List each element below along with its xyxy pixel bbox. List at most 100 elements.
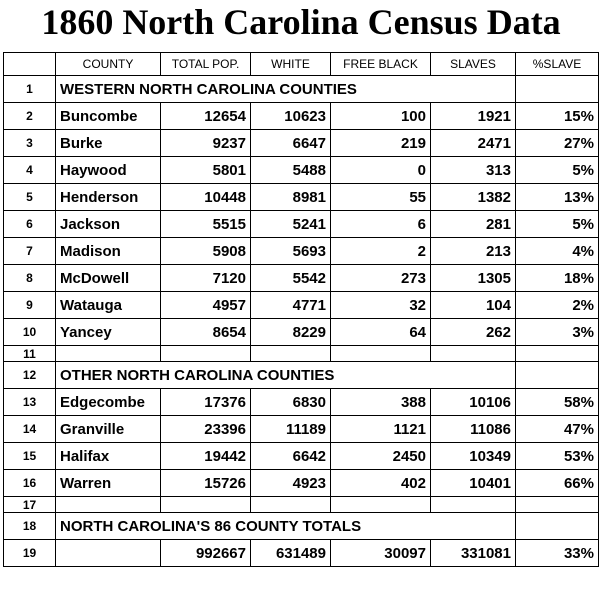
- county: Granville: [55, 415, 161, 443]
- cell: [515, 345, 599, 362]
- table-row: 18 NORTH CAROLINA'S 86 COUNTY TOTALS: [3, 512, 599, 540]
- value-cell: 262: [430, 318, 516, 346]
- table-row: 12 OTHER NORTH CAROLINA COUNTIES: [3, 361, 599, 389]
- section-heading: WESTERN NORTH CAROLINA COUNTIES: [55, 75, 516, 103]
- value-cell: 2450: [330, 442, 431, 470]
- table-row: 7 Madison 5908 5693 2 213 4%: [3, 237, 599, 265]
- value-cell: 8981: [250, 183, 331, 211]
- value-cell: 8229: [250, 318, 331, 346]
- value-cell: 2%: [515, 291, 599, 319]
- row-number: 17: [3, 496, 56, 513]
- value-cell: 219: [330, 129, 431, 157]
- column-header: FREE BLACK: [330, 52, 431, 76]
- value-cell: 64: [330, 318, 431, 346]
- value-cell: 55: [330, 183, 431, 211]
- value-cell: 7120: [160, 264, 251, 292]
- title: 1860 North Carolina Census Data: [41, 2, 561, 42]
- value-cell: 4771: [250, 291, 331, 319]
- value-cell: 5542: [250, 264, 331, 292]
- table-row: 10 Yancey 8654 8229 64 262 3%: [3, 318, 599, 346]
- county: [55, 539, 161, 567]
- table-row: 4 Haywood 5801 5488 0 313 5%: [3, 156, 599, 184]
- value-cell: 66%: [515, 469, 599, 497]
- cell: [515, 512, 599, 540]
- county: Halifax: [55, 442, 161, 470]
- county: Watauga: [55, 291, 161, 319]
- cell: [515, 496, 599, 513]
- value-cell: 15%: [515, 102, 599, 130]
- value-cell: 6642: [250, 442, 331, 470]
- column-header: COUNTY: [55, 52, 161, 76]
- county: Henderson: [55, 183, 161, 211]
- value-cell: 331081: [430, 539, 516, 567]
- column-header: %SLAVE: [515, 52, 599, 76]
- value-cell: 33%: [515, 539, 599, 567]
- value-cell: 5%: [515, 210, 599, 238]
- county: Madison: [55, 237, 161, 265]
- section-heading: NORTH CAROLINA'S 86 COUNTY TOTALS: [55, 512, 516, 540]
- cell: [250, 345, 331, 362]
- row-number: 13: [3, 388, 56, 416]
- table-row: 16 Warren 15726 4923 402 10401 66%: [3, 469, 599, 497]
- row-number: 7: [3, 237, 56, 265]
- value-cell: 6830: [250, 388, 331, 416]
- value-cell: 6: [330, 210, 431, 238]
- table-row: 9 Watauga 4957 4771 32 104 2%: [3, 291, 599, 319]
- value-cell: 4%: [515, 237, 599, 265]
- row-number: 5: [3, 183, 56, 211]
- value-cell: 15726: [160, 469, 251, 497]
- row-number: 14: [3, 415, 56, 443]
- table-row: 11: [3, 345, 599, 362]
- value-cell: 12654: [160, 102, 251, 130]
- row-number: 2: [3, 102, 56, 130]
- table-row: 6 Jackson 5515 5241 6 281 5%: [3, 210, 599, 238]
- value-cell: 23396: [160, 415, 251, 443]
- corner: [3, 52, 56, 76]
- table-row: 15 Halifax 19442 6642 2450 10349 53%: [3, 442, 599, 470]
- column-header: WHITE: [250, 52, 331, 76]
- value-cell: 19442: [160, 442, 251, 470]
- value-cell: 313: [430, 156, 516, 184]
- county: McDowell: [55, 264, 161, 292]
- value-cell: 11189: [250, 415, 331, 443]
- value-cell: 388: [330, 388, 431, 416]
- column-header: SLAVES: [430, 52, 516, 76]
- value-cell: 10401: [430, 469, 516, 497]
- value-cell: 4957: [160, 291, 251, 319]
- cell: [160, 345, 251, 362]
- county: Edgecombe: [55, 388, 161, 416]
- value-cell: 5%: [515, 156, 599, 184]
- table-row: 3 Burke 9237 6647 219 2471 27%: [3, 129, 599, 157]
- row-number: 1: [3, 75, 56, 103]
- value-cell: 53%: [515, 442, 599, 470]
- row-number: 6: [3, 210, 56, 238]
- value-cell: 4923: [250, 469, 331, 497]
- cell: [430, 496, 516, 513]
- value-cell: 281: [430, 210, 516, 238]
- value-cell: 58%: [515, 388, 599, 416]
- value-cell: 104: [430, 291, 516, 319]
- county: Yancey: [55, 318, 161, 346]
- row-number: 19: [3, 539, 56, 567]
- value-cell: 631489: [250, 539, 331, 567]
- value-cell: 100: [330, 102, 431, 130]
- value-cell: 5693: [250, 237, 331, 265]
- value-cell: 5488: [250, 156, 331, 184]
- value-cell: 2471: [430, 129, 516, 157]
- value-cell: 30097: [330, 539, 431, 567]
- county: Haywood: [55, 156, 161, 184]
- county: Jackson: [55, 210, 161, 238]
- value-cell: 273: [330, 264, 431, 292]
- county: Buncombe: [55, 102, 161, 130]
- cell: [160, 496, 251, 513]
- value-cell: 17376: [160, 388, 251, 416]
- value-cell: 1382: [430, 183, 516, 211]
- value-cell: 992667: [160, 539, 251, 567]
- value-cell: 5801: [160, 156, 251, 184]
- value-cell: 18%: [515, 264, 599, 292]
- value-cell: 5241: [250, 210, 331, 238]
- value-cell: 10623: [250, 102, 331, 130]
- value-cell: 5515: [160, 210, 251, 238]
- row-number: 18: [3, 512, 56, 540]
